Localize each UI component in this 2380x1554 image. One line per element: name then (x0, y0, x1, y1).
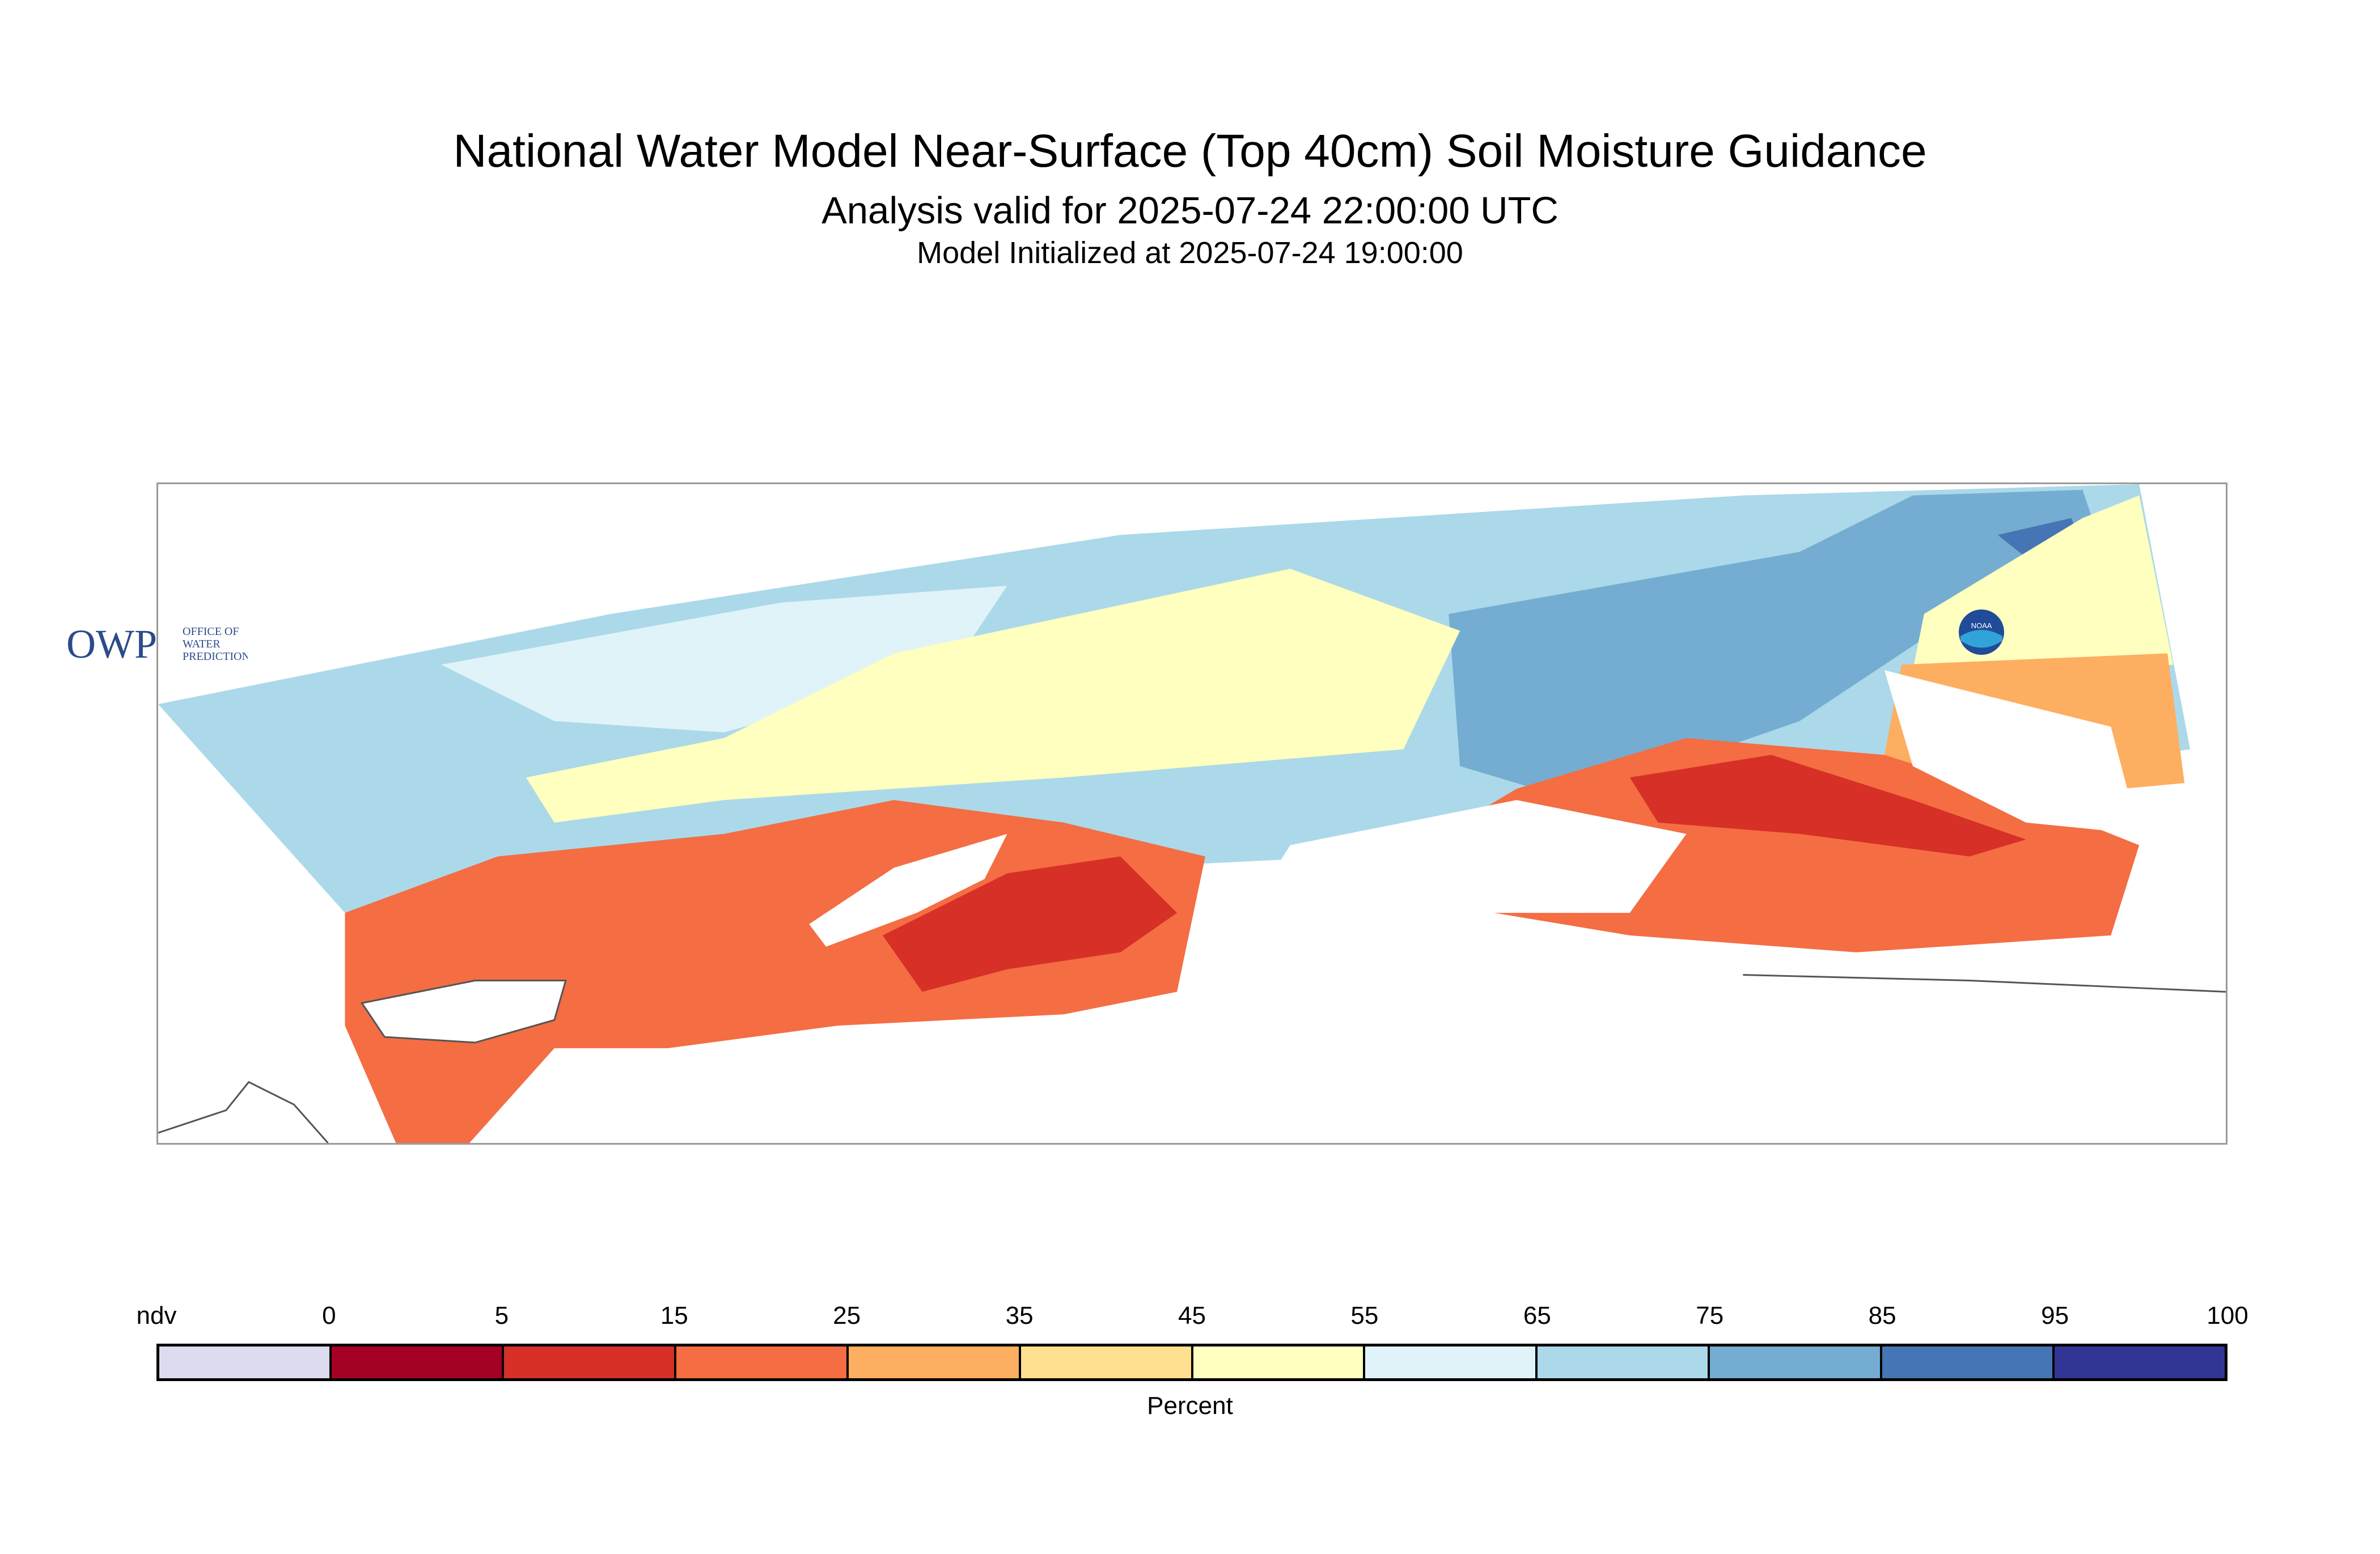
soil-moisture-map (156, 482, 2227, 1145)
owp-logo: OWP OFFICE OF WATER PREDICTION (66, 618, 250, 672)
init-time-subtitle: Model Initialized at 2025-07-24 19:00:00 (917, 236, 1463, 270)
colorbar-unit-label: Percent (1147, 1392, 1233, 1420)
map-title: National Water Model Near-Surface (Top 4… (453, 125, 1927, 177)
colorbar-swatch (503, 1346, 676, 1378)
colorbar-tick-label: 45 (1178, 1302, 1206, 1329)
map-region-dry-peninsula (882, 856, 1178, 992)
colorbar-tick-label: 100 (2207, 1302, 2248, 1329)
colorbar-tick-label: 25 (833, 1302, 861, 1329)
glacier-gap (1261, 800, 1687, 913)
colorbar-swatch (159, 1346, 332, 1378)
colorbar-tick-label: ndv (136, 1302, 177, 1329)
owp-logo-line-3: PREDICTION (183, 650, 248, 663)
colorbar-legend (156, 1344, 2227, 1381)
owp-logo-line-1: OFFICE OF (183, 625, 239, 638)
colorbar-swatch (2055, 1346, 2225, 1378)
colorbar-tick-label: 15 (660, 1302, 688, 1329)
colorbar-tick-label: 55 (1350, 1302, 1379, 1329)
colorbar-tick-label: 75 (1696, 1302, 1724, 1329)
colorbar-tick-label: 95 (2041, 1302, 2069, 1329)
colorbar-tick-label: 85 (1868, 1302, 1896, 1329)
colorbar-swatch (1710, 1346, 1883, 1378)
glacier-gap-east (1884, 670, 2140, 834)
colorbar-swatch (676, 1346, 849, 1378)
map-region-mid (526, 569, 1460, 823)
colorbar-tick-label: 35 (1005, 1302, 1034, 1329)
cook-inlet-water (809, 833, 1007, 947)
map-region-dry-east (1629, 755, 2026, 857)
coastline (158, 974, 2226, 1143)
colorbar-swatch (1020, 1346, 1193, 1378)
noaa-logo-text: NOAA (1971, 621, 1992, 630)
map-region-mid-high (441, 586, 1007, 732)
owp-logo-line-2: WATER (183, 638, 221, 650)
owp-logo-graphic: OWP OFFICE OF WATER PREDICTION (66, 621, 250, 667)
colorbar-swatch (848, 1346, 1021, 1378)
noaa-logo: NOAA (1956, 607, 2007, 660)
valid-time-subtitle: Analysis valid for 2025-07-24 22:00:00 U… (821, 189, 1559, 232)
colorbar-swatch (331, 1346, 504, 1378)
colorbar-swatch (1365, 1346, 1538, 1378)
colorbar-tick-label: 0 (322, 1302, 336, 1329)
colorbar-tick-label: 65 (1523, 1302, 1551, 1329)
noaa-logo-graphic: NOAA (1959, 609, 2004, 655)
colorbar-tick-label: 5 (494, 1302, 509, 1329)
colorbar-swatch (1882, 1346, 2055, 1378)
map-region-very-high (1449, 489, 2100, 801)
bristol-bay-water (360, 979, 567, 1044)
owp-logo-mark: OWP (66, 621, 157, 667)
map-canvas (158, 484, 2226, 1143)
colorbar-swatch (1193, 1346, 1366, 1378)
colorbar-swatch (1538, 1346, 1710, 1378)
